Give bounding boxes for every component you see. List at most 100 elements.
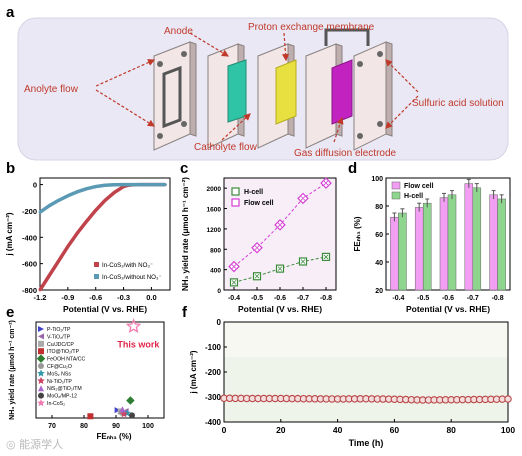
data-point-cross <box>300 196 306 201</box>
y-tick-label: -600 <box>22 260 37 269</box>
x-tick-label: -0.3 <box>117 293 130 302</box>
legend-swatch <box>391 191 401 200</box>
end-plate-right <box>324 28 393 151</box>
end-plate-left <box>153 41 197 151</box>
x-tick-label: -0.4 <box>228 295 240 302</box>
y-axis-label: FEₙₕ₃ (%) <box>353 216 362 251</box>
panel-e-letter: e <box>6 304 15 321</box>
y-tick-label: -200 <box>205 368 222 377</box>
legend-swatch <box>94 274 99 279</box>
x-tick-label: -0.7 <box>297 295 309 302</box>
data-point-cross <box>300 259 306 264</box>
data-point <box>120 409 128 418</box>
legend-marker <box>38 363 44 369</box>
y-tick-label: 0 <box>33 181 37 190</box>
x-axis-label: Potential (V vs. RHE) <box>406 304 490 314</box>
chart-d: -0.4 -0.5 -0.6 -0.7 -0.8 20 40 60 80 100 FEₙₕ₃ (%)… <box>353 176 511 314</box>
data-point <box>57 199 60 202</box>
data-point-cross <box>323 254 329 260</box>
y-tick-label: -300 <box>205 393 222 402</box>
data-point <box>112 183 116 187</box>
x-tick-label: 40 <box>333 425 343 435</box>
plot-frame <box>35 321 165 419</box>
data-point <box>38 288 42 292</box>
panel-a-schematic: Anolyte flow Anode Proton exchange membr… <box>17 17 509 161</box>
legend-marker <box>37 398 45 407</box>
legend-marker <box>38 333 44 340</box>
legend-label: In-CoS₂ <box>47 401 65 407</box>
annotation-this-work: This work <box>117 339 160 349</box>
data-point <box>38 210 42 214</box>
y-tick-label: 60 <box>375 232 383 239</box>
x-tick-label: 80 <box>446 425 456 435</box>
panel-c-letter: c <box>180 160 189 177</box>
data-point <box>66 194 70 198</box>
legend-marker <box>38 326 44 332</box>
legend-label: ITO@TiO₂/TP <box>47 349 80 355</box>
x-tick-label: -0.6 <box>274 295 286 302</box>
y-tick-label: 400 <box>210 268 221 275</box>
legend-marker <box>38 392 44 399</box>
legend-label: MoS₂ NSs <box>47 371 71 377</box>
data-point <box>94 185 98 188</box>
x-axis-label: Potential (V vs. RHE) <box>238 304 322 314</box>
x-tick-label: -0.6 <box>89 293 102 302</box>
x-axis-label: Time (h) <box>349 438 384 448</box>
x-tick-label: 20 <box>276 425 286 435</box>
y-axis-label: j (mA cm⁻²) <box>5 212 14 256</box>
data-point-cross <box>277 266 283 271</box>
legend-label: H-cell <box>404 193 423 200</box>
y-axis-label: NH₃ yield rate (μmol h⁻¹ cm⁻²) <box>9 320 16 420</box>
legend-marker <box>38 385 44 392</box>
panel-a-letter: a <box>6 4 15 21</box>
y-tick-label: -400 <box>22 233 37 242</box>
legend-label: MoO₂/MP-12 <box>47 394 77 400</box>
legend-swatch <box>231 187 240 196</box>
data-point-cross <box>231 264 237 269</box>
legend-swatch <box>391 181 401 190</box>
x-tick-label: -0.8 <box>320 295 332 302</box>
legend-label: Flow cell <box>244 200 274 207</box>
label-anolyte-flow: Anolyte flow <box>24 84 79 95</box>
y-tick-label: 1200 <box>207 227 222 234</box>
x-tick-label: 80 <box>80 423 88 430</box>
data-point-cross <box>277 222 283 228</box>
x-tick-label: -0.5 <box>251 295 263 302</box>
data-point <box>119 406 126 413</box>
x-tick-label: -0.8 <box>492 295 504 302</box>
legend-label: In-CoS₂/with NO₃⁻ <box>102 262 153 269</box>
panel-b-letter: b <box>6 160 16 177</box>
data-point <box>131 183 135 186</box>
panel-f-letter: f <box>182 304 187 321</box>
x-tick-label: -0.9 <box>61 293 74 302</box>
x-tick-label: -1.2 <box>34 293 47 302</box>
legend-label: Cu/JDC/CP <box>47 342 74 348</box>
y-axis-label: NH₃ yield rate (μmol h⁻¹ cm⁻²) <box>181 177 190 291</box>
legend-marker <box>37 376 45 385</box>
data-point <box>140 183 144 186</box>
y-tick-label: 800 <box>210 247 221 254</box>
label-anode: Anode <box>164 26 193 37</box>
data-point <box>504 395 512 403</box>
label-catholyte-flow: Catholyte flow <box>194 142 258 153</box>
data-point <box>75 190 79 194</box>
chart-f: 0 20 40 60 80 100 0 -100 -200 -300 -400 j (mA cm⁻²)… <box>189 318 515 448</box>
legend-label: FeOOH NTA/CC <box>47 357 85 363</box>
x-tick-label: -0.6 <box>442 295 454 302</box>
legend-label: NiS₂@TiO₂/TM <box>47 386 82 392</box>
data-point <box>114 407 121 414</box>
bar <box>464 183 474 291</box>
y-tick-label: 2000 <box>207 186 222 193</box>
x-axis-label: Potential (V vs. RHE) <box>63 304 147 314</box>
bar <box>398 212 407 291</box>
y-tick-label: -400 <box>205 418 222 427</box>
data-point <box>126 396 135 405</box>
legend-label: Ni-TiO₂/TP <box>47 379 72 385</box>
data-point <box>47 204 51 208</box>
legend-swatch <box>231 198 240 207</box>
data-point <box>87 413 94 420</box>
plot-frame <box>39 177 171 291</box>
data-point-cross <box>231 280 237 285</box>
data-point-cross <box>254 273 260 279</box>
legend-label: Flow cell <box>404 183 434 190</box>
